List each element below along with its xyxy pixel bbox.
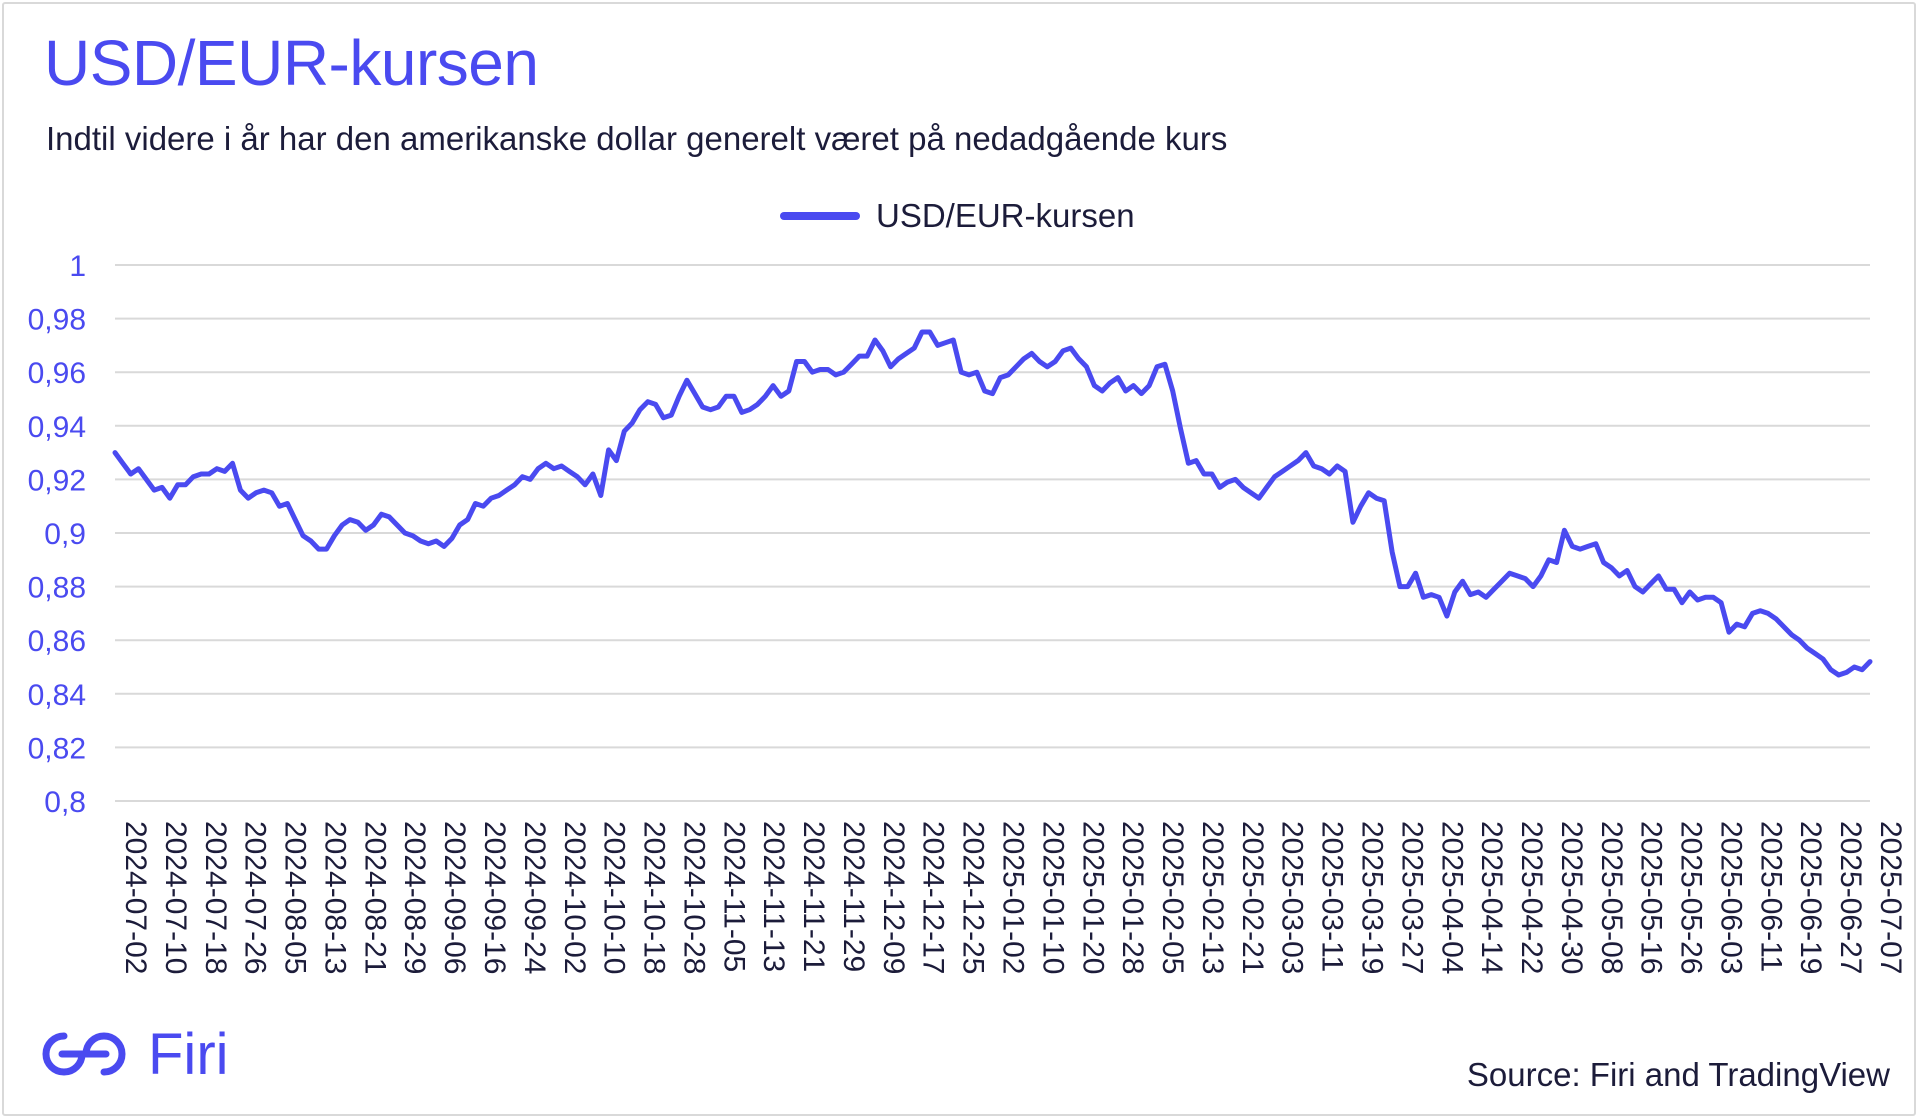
x-tick-label: 2025-02-13 [1196,821,1229,974]
legend-label: USD/EUR-kursen [876,197,1135,234]
x-tick-label: 2024-08-29 [398,821,431,974]
y-tick-label: 0,86 [28,625,86,658]
x-tick-label: 2024-09-06 [438,821,471,974]
x-axis-labels: 2024-07-02 2024-07-10 2024-07-18 2024-07-26… [119,821,1907,974]
x-tick-label: 2024-09-24 [518,821,551,974]
y-tick-label: 0,96 [28,357,86,390]
legend: USD/EUR-kursen [780,196,1135,236]
grid-lines [115,264,1870,802]
y-tick-label: 0,84 [28,679,86,712]
y-tick-label: 0,9 [44,518,86,551]
chart-subtitle: Indtil videre i år har den amerikanske d… [46,120,1228,157]
x-tick-label: 2024-07-18 [199,821,232,974]
y-axis-labels: 0,8 0,82 0,84 0,86 0,88 0,9 0,92 0,94 0,96 0,98 1 [28,250,86,819]
x-tick-label: 2025-01-28 [1116,821,1149,974]
x-tick-label: 2025-06-11 [1754,821,1787,972]
source-note: Source: Firi and TradingView [1466,1056,1890,1093]
x-tick-label: 2024-11-13 [757,821,790,972]
x-tick-label: 2024-11-29 [837,821,870,972]
x-tick-label: 2025-04-22 [1515,821,1548,974]
x-tick-label: 2024-11-05 [717,821,750,972]
x-tick-label: 2024-08-05 [279,821,312,974]
x-tick-label: 2025-05-08 [1595,821,1628,974]
x-tick-label: 2025-03-11 [1316,821,1349,972]
x-tick-label: 2024-10-28 [677,821,710,974]
x-tick-label: 2025-01-10 [1036,821,1069,974]
y-tick-label: 0,82 [28,732,86,765]
x-tick-label: 2025-06-27 [1834,821,1867,974]
y-tick-label: 0,94 [28,411,86,444]
firi-logo-icon [42,1032,126,1076]
x-tick-label: 2025-01-02 [997,821,1030,974]
x-tick-label: 2025-05-26 [1675,821,1708,974]
x-tick-label: 2024-12-17 [917,821,950,974]
x-tick-label: 2024-07-02 [119,821,152,974]
series-line [112,329,1873,678]
x-tick-label: 2024-11-21 [797,821,830,972]
x-tick-label: 2024-08-21 [358,821,391,974]
y-tick-label: 1 [69,250,86,283]
series-lines [112,329,1873,678]
x-tick-label: 2024-09-16 [478,821,511,974]
x-tick-label: 2024-07-10 [159,821,192,974]
x-tick-label: 2025-04-30 [1555,821,1588,974]
x-tick-label: 2024-12-25 [957,821,990,974]
x-tick-label: 2025-02-21 [1236,821,1269,974]
x-tick-label: 2025-06-19 [1794,821,1827,974]
x-tick-label: 2025-03-27 [1395,821,1428,974]
legend-swatch [780,212,860,220]
x-tick-label: 2024-10-02 [558,821,591,974]
line-chart: 0,80,820,840,860,880,90,920,940,960,981 … [28,250,1907,974]
x-tick-label: 2024-10-10 [598,821,631,974]
x-tick-label: 2025-05-16 [1635,821,1668,974]
x-tick-label: 2025-06-03 [1714,821,1747,974]
x-tick-label: 2025-01-20 [1076,821,1109,974]
x-tick-label: 2025-07-07 [1874,821,1907,974]
x-tick-label: 2025-03-19 [1355,821,1388,974]
x-tick-label: 2024-10-18 [638,821,671,974]
y-tick-label: 0,8 [44,786,86,819]
brand: Firi [34,1022,229,1087]
x-tick-label: 2024-07-26 [239,821,272,974]
brand-name: Firi [148,1021,229,1087]
x-tick-label: 2024-08-13 [318,821,351,974]
y-tick-label: 0,92 [28,464,86,497]
chart-title: USD/EUR-kursen [44,27,539,99]
y-tick-label: 0,98 [28,304,86,337]
x-tick-label: 2025-02-05 [1156,821,1189,974]
x-tick-label: 2024-12-09 [877,821,910,974]
x-tick-label: 2025-04-14 [1475,821,1508,974]
x-tick-label: 2025-03-03 [1276,821,1309,974]
x-tick-label: 2025-04-04 [1435,821,1468,974]
y-tick-label: 0,88 [28,572,86,605]
